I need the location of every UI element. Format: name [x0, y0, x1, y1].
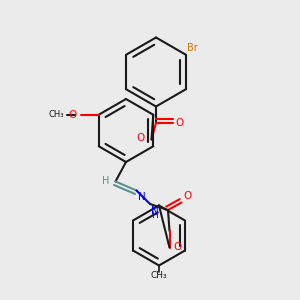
Text: O: O [173, 242, 182, 253]
Text: Br: Br [188, 43, 198, 53]
Text: O: O [175, 118, 183, 128]
Text: O: O [68, 110, 76, 120]
Text: O: O [183, 191, 191, 201]
Text: CH₃: CH₃ [151, 272, 167, 280]
Text: CH₃: CH₃ [49, 110, 64, 119]
Text: O: O [137, 133, 145, 143]
Text: H: H [152, 212, 158, 220]
Text: N: N [138, 192, 146, 202]
Text: N: N [152, 206, 159, 215]
Text: H: H [102, 176, 110, 187]
